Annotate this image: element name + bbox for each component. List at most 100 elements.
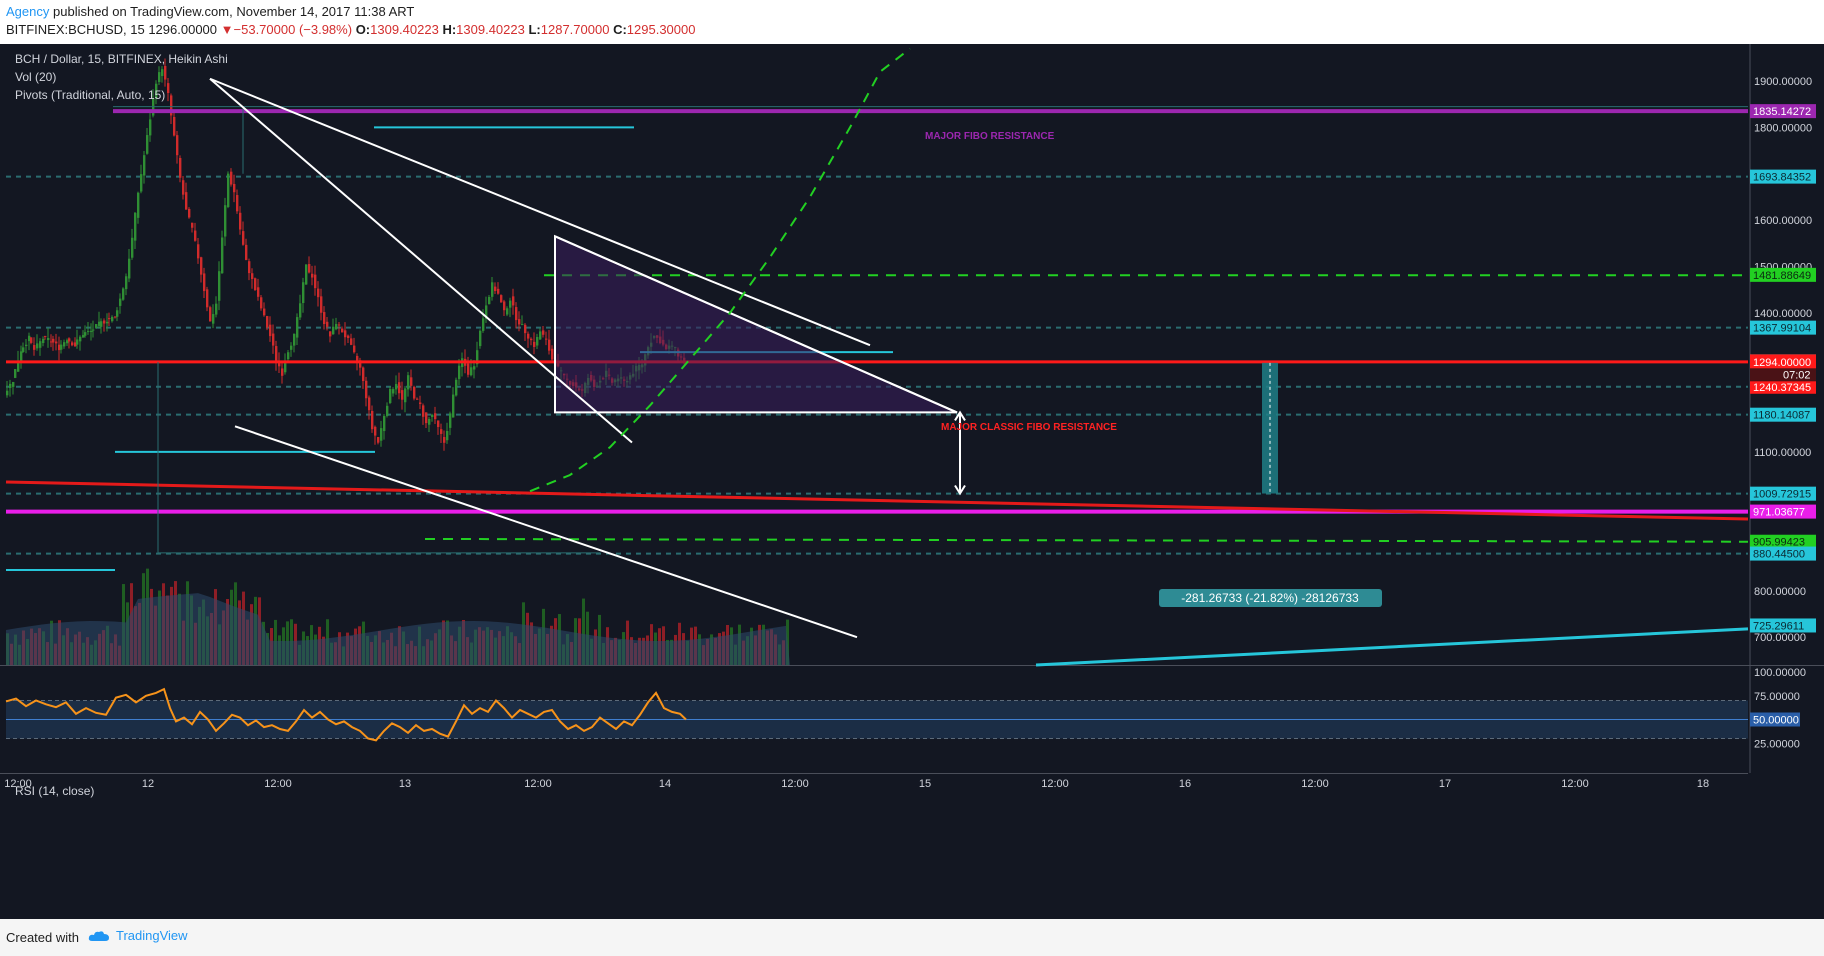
candle-body bbox=[410, 377, 413, 386]
candle-body bbox=[500, 295, 503, 303]
drawings-layer[interactable] bbox=[5, 47, 1749, 667]
candle-body bbox=[326, 321, 329, 327]
candle-body bbox=[28, 335, 31, 342]
candle-body bbox=[323, 312, 326, 325]
countdown-value: 07:02 bbox=[1783, 369, 1811, 381]
candle-body bbox=[485, 305, 488, 319]
candle-body bbox=[344, 330, 347, 338]
candle-body bbox=[368, 397, 371, 411]
candle-body bbox=[317, 288, 320, 298]
candle-body bbox=[422, 405, 425, 417]
candle-body bbox=[386, 405, 389, 416]
price-level-badge bbox=[1750, 169, 1816, 184]
candle-body bbox=[374, 426, 377, 436]
candle-body bbox=[230, 171, 233, 185]
candle-body bbox=[149, 119, 152, 136]
candle-body bbox=[60, 344, 63, 350]
open-value: 1309.40223 bbox=[370, 22, 439, 37]
down-arrow-icon: ▼ bbox=[220, 22, 234, 37]
candle-body bbox=[419, 402, 422, 404]
legend-main: BCH / Dollar, 15, BITFINEX, Heikin Ashi bbox=[15, 52, 228, 66]
created-with-text: Created with bbox=[6, 930, 79, 945]
candle-body bbox=[100, 321, 103, 327]
candle-body bbox=[6, 390, 9, 396]
low-value: 1287.70000 bbox=[540, 22, 610, 37]
price-level-badge bbox=[1750, 267, 1816, 282]
price-change: −53.70000 (−3.98%) bbox=[233, 22, 353, 37]
chart-svg[interactable]: 1900.000001800.000001600.000001500.00000… bbox=[0, 44, 1824, 919]
candle-body bbox=[170, 95, 173, 116]
price-tick-label: 700.00000 bbox=[1754, 632, 1806, 644]
high-value: 1309.40223 bbox=[456, 22, 525, 37]
high-label: H: bbox=[442, 22, 457, 37]
measure-badge bbox=[1159, 589, 1382, 607]
candle-body bbox=[497, 288, 500, 294]
legend-pivots: Pivots (Traditional, Auto, 15) bbox=[15, 88, 165, 102]
price-level-badge bbox=[1750, 320, 1816, 335]
tradingview-brand-label: TradingView bbox=[116, 928, 188, 943]
candle-body bbox=[221, 237, 224, 274]
candle-body bbox=[47, 337, 50, 341]
time-tick-label: 12:00 bbox=[264, 778, 292, 790]
low-label: L: bbox=[528, 22, 541, 37]
chart-area[interactable]: 1900.00000 1800.00000 1600.00000 1500.00000… bbox=[0, 44, 1824, 919]
candle-body bbox=[395, 384, 398, 390]
candle-body bbox=[212, 314, 215, 324]
measure-label: -281.26733 (-21.82%) -28126733 bbox=[1181, 591, 1359, 605]
parabolic-curve bbox=[529, 47, 911, 493]
rsi-tick-label: 75.00000 bbox=[1754, 691, 1800, 703]
candle-body bbox=[281, 368, 284, 376]
candle-body bbox=[275, 346, 278, 361]
candle-body bbox=[470, 367, 473, 376]
price-level-badge bbox=[1750, 354, 1816, 369]
rsi-pane bbox=[5, 687, 687, 742]
candle-body bbox=[122, 288, 125, 300]
candle-body bbox=[347, 335, 350, 339]
candle-body bbox=[257, 287, 260, 297]
candle-body bbox=[248, 261, 251, 274]
candle-body bbox=[530, 338, 533, 341]
close-label: C: bbox=[613, 22, 627, 37]
publish-header: Agency published on TradingView.com, Nov… bbox=[0, 0, 1824, 44]
candle-body bbox=[17, 361, 20, 372]
candle-body bbox=[191, 222, 194, 228]
wedge-inner-line bbox=[209, 78, 633, 444]
candle-body bbox=[185, 192, 188, 210]
price-level-badge bbox=[1750, 486, 1816, 501]
candle-body bbox=[224, 205, 227, 237]
candle-body bbox=[197, 244, 200, 259]
published-text: published on TradingView.com, November 1… bbox=[53, 4, 415, 19]
candle-body bbox=[392, 389, 395, 394]
price-level-value: 971.03677 bbox=[1753, 507, 1805, 519]
legend-volume: Vol (20) bbox=[15, 70, 56, 84]
candle-body bbox=[116, 310, 119, 317]
candle-body bbox=[407, 375, 410, 390]
price-level-badge bbox=[1750, 618, 1816, 633]
candle-body bbox=[365, 380, 368, 399]
candle-body bbox=[467, 363, 470, 375]
major-fibo-label: MAJOR FIBO RESISTANCE bbox=[925, 131, 1055, 142]
candle-body bbox=[36, 343, 39, 349]
price-level-value: 1180.14087 bbox=[1753, 410, 1810, 422]
tradingview-link[interactable]: TradingView bbox=[88, 928, 188, 943]
candle-body bbox=[179, 157, 182, 178]
candle-body bbox=[66, 340, 69, 344]
rsi-value-badge bbox=[1750, 712, 1800, 727]
candle-body bbox=[335, 323, 338, 330]
time-tick-label: 12:00 bbox=[4, 778, 32, 790]
candle-body bbox=[539, 331, 542, 340]
price-level-value: 1240.37345 bbox=[1753, 382, 1811, 394]
price-level-value: 880.44500 bbox=[1753, 549, 1805, 561]
symbol-quote-line: BITFINEX:BCHUSD, 15 1296.00000 ▼−53.7000… bbox=[6, 22, 695, 37]
candle-body bbox=[284, 363, 287, 373]
candle-body bbox=[380, 428, 383, 441]
candle-body bbox=[440, 429, 443, 434]
time-tick-label: 16 bbox=[1179, 778, 1191, 790]
candle-body bbox=[134, 212, 137, 241]
author-link[interactable]: Agency bbox=[6, 4, 50, 19]
candle-body bbox=[272, 333, 275, 346]
candle-body bbox=[338, 324, 341, 326]
candle-body bbox=[71, 342, 74, 346]
candle-body bbox=[377, 437, 380, 443]
candle-body bbox=[63, 342, 66, 347]
